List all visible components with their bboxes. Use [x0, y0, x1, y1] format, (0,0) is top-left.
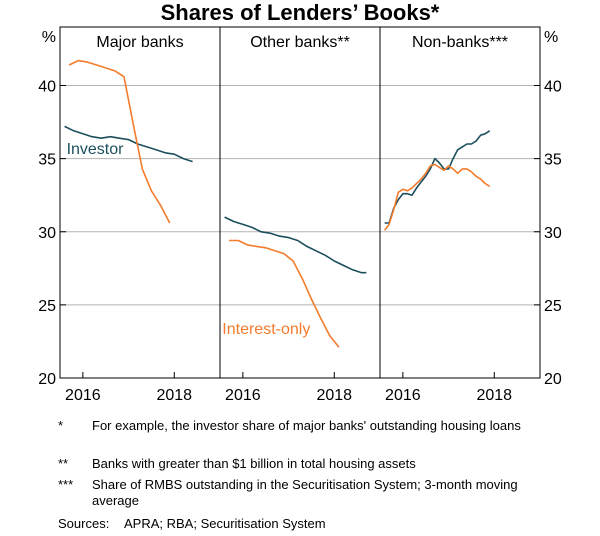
y-tick-label-right: 40	[544, 79, 562, 96]
series-line-investor	[64, 125, 193, 163]
x-tick-label: 2016	[65, 387, 101, 404]
x-tick-label: 2016	[225, 387, 261, 404]
x-tick-label: 2016	[385, 387, 421, 404]
sources-line: Sources: APRA; RBA; Securitisation System	[58, 516, 326, 532]
footnote-mark: *	[58, 418, 64, 433]
footnote-text: Banks with greater than $1 billion in to…	[92, 456, 416, 471]
x-tick-label: 2018	[316, 387, 352, 404]
panel-title: Major banks	[96, 34, 183, 51]
series-label-interest-only: Interest-only	[222, 321, 310, 338]
y-tick-label-right: 30	[544, 225, 562, 242]
y-tick-label-left: 40	[38, 79, 56, 96]
footnote-text: For example, the investor share of major…	[92, 418, 521, 433]
x-tick-label: 2018	[476, 387, 512, 404]
plot-frame	[59, 26, 541, 379]
y-tick-label-left: 30	[38, 225, 56, 242]
series-line-interest-only	[229, 239, 340, 348]
sources-text: APRA; RBA; Securitisation System	[124, 516, 326, 531]
series-line-investor	[384, 130, 491, 224]
y-tick-label-right: 20	[544, 371, 562, 388]
line-chart: Major banks Other banks** Non-banks*** Inve…	[38, 26, 562, 404]
chart-title: Shares of Lenders’ Books*	[160, 0, 440, 25]
footnote-text: Share of RMBS outstanding in the Securit…	[92, 477, 518, 508]
series-line-investor	[224, 216, 367, 274]
y-unit-right: %	[544, 29, 558, 46]
footnote-mark: **	[58, 456, 69, 471]
series-line-interest-only	[383, 163, 491, 231]
y-unit-left: %	[42, 29, 56, 46]
sources-label: Sources:	[58, 516, 110, 531]
y-tick-label-right: 35	[544, 152, 562, 169]
series-line-interest-only	[68, 59, 171, 224]
footnote-mark: ***	[58, 477, 74, 492]
panel-title: Non-banks***	[412, 34, 508, 51]
y-tick-label-left: 35	[38, 152, 56, 169]
y-tick-label-right: 25	[544, 298, 562, 315]
x-tick-label: 2018	[156, 387, 192, 404]
y-tick-label-left: 25	[38, 298, 56, 315]
series-label-investor: Investor	[67, 141, 125, 158]
panel-title: Other banks**	[250, 34, 350, 51]
y-tick-label-left: 20	[38, 371, 56, 388]
